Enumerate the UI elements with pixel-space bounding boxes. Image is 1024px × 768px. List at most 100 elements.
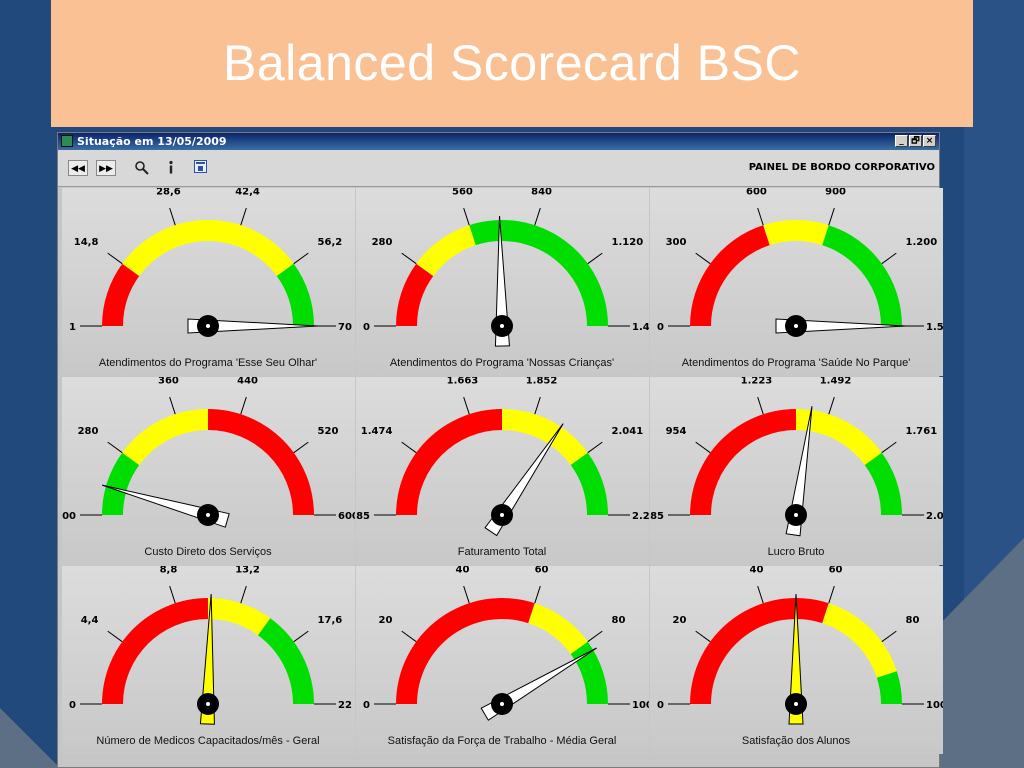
gauge-zone-yellow [122, 220, 294, 277]
gauge-tick-label: 1.474 [361, 426, 393, 437]
gauge-tick-label: 600 [746, 188, 767, 197]
gauge-tick-mark [293, 630, 309, 643]
gauge-tick-label: 40 [749, 566, 763, 575]
gauge-label: Satisfação da Força de Trabalho - Média … [388, 735, 617, 747]
gauge-zone-red [396, 409, 502, 515]
gauge-tick-label: 0 [363, 322, 370, 333]
gauge-tick-mark [240, 396, 247, 415]
gauge-tick-mark [240, 207, 247, 226]
gauge-tick-label: 60 [829, 566, 843, 575]
gauge-tick-label: 80 [612, 615, 626, 626]
gauge-tick-label: 560 [452, 188, 473, 197]
gauge-tick-mark [587, 441, 603, 454]
gauge-tick-mark [881, 441, 897, 454]
gauge-tick-label: 0 [657, 322, 664, 333]
gauge-tick-mark [534, 207, 541, 226]
gauge-panel: 0 20 40 60 80 100 Satisfação da Força de Traba… [356, 566, 649, 754]
gauge-hub-center [206, 324, 210, 328]
gauge-panel: 685 954 1.223 1.492 1.761 2.030 Lucro Bruto [650, 377, 943, 565]
gauge-tick-label: 0 [363, 700, 370, 711]
gauge-hub-center [206, 513, 210, 517]
gauge-tick-label: 28,6 [156, 188, 181, 197]
gauge-tick-mark [881, 630, 897, 643]
gauge-panel: 200 280 360 440 520 600 Custo Direto dos Servi… [62, 377, 355, 565]
gauge-label: Atendimentos do Programa 'Saúde No Parqu… [682, 357, 911, 369]
gauge-zone-green [570, 641, 608, 704]
gauge-tick-mark [401, 252, 417, 265]
gauge-tick-label: 600 [338, 511, 355, 522]
app-icon [61, 135, 73, 147]
gauge-tick-mark [463, 396, 470, 415]
gauge-tick-label: 1.492 [820, 377, 852, 386]
gauge-needle [785, 406, 813, 537]
gauge-tick-label: 280 [372, 237, 393, 248]
toolbar: ◀◀ ▶▶ PAINEL DE BORDO CORPORATIVO [58, 150, 939, 187]
close-button[interactable]: × [923, 135, 936, 147]
gauge-zone-yellow [208, 598, 271, 636]
gauge-zone-green [864, 452, 902, 515]
gauge-tick-mark [463, 585, 470, 604]
gauge-zone-green [469, 220, 608, 326]
minimize-button[interactable]: _ [895, 135, 908, 147]
gauge-zone-yellow [763, 220, 829, 246]
gauge-tick-mark [169, 396, 176, 415]
next-button[interactable]: ▶▶ [96, 160, 116, 176]
gauge-tick-label: 2.030 [926, 511, 943, 522]
gauge-tick-label: 360 [158, 377, 179, 386]
gauge-tick-label: 2.041 [612, 426, 644, 437]
gauge-tick-label: 520 [318, 426, 339, 437]
gauge-label: Lucro Bruto [768, 546, 825, 558]
gauge-tick-label: 0 [69, 700, 76, 711]
gauge-zone-red [396, 263, 434, 326]
gauge-tick-mark [757, 396, 764, 415]
gauge-tick-mark [695, 252, 711, 265]
gauge-needle [199, 594, 215, 725]
gauge-tick-mark [757, 585, 764, 604]
restore-button[interactable]: 🗗 [909, 135, 922, 147]
gauge-label: Atendimentos do Programa 'Esse Seu Olhar… [99, 357, 317, 369]
slide-title-bar: Balanced Scorecard BSC [51, 0, 973, 127]
dashboard-window: Situação em 13/05/2009 _ 🗗 × ◀◀ ▶▶ PAINE… [57, 132, 943, 768]
gauge-tick-mark [401, 441, 417, 454]
gauge-tick-mark [757, 207, 764, 226]
gauge-tick-mark [828, 396, 835, 415]
gauge-tick-label: 100 [926, 700, 943, 711]
gauge-tick-label: 80 [906, 615, 920, 626]
gauge-hub-center [206, 702, 210, 706]
gauge-tick-label: 200 [62, 511, 76, 522]
gauge-zone-red [690, 225, 770, 326]
gauge-zone-yellow [822, 603, 897, 678]
gauge-tick-mark [695, 630, 711, 643]
gauge-tick-label: 1.500 [926, 322, 943, 333]
slide-title: Balanced Scorecard BSC [223, 35, 801, 91]
gauge-tick-mark [293, 252, 309, 265]
gauge-tick-label: 20 [379, 615, 393, 626]
gauge-tick-mark [293, 441, 309, 454]
gauge-tick-mark [828, 585, 835, 604]
gauge-panel: 0 280 560 840 1.120 1.400 Atendimentos do Prog… [356, 188, 649, 376]
gauge-tick-label: 685 [650, 511, 664, 522]
gauge-tick-mark [107, 630, 123, 643]
background-shape-left [0, 708, 60, 768]
gauge-hub-center [500, 702, 504, 706]
gauge-label: Custo Direto dos Serviços [144, 546, 272, 558]
gauge-tick-label: 14,8 [74, 237, 99, 248]
gauge-tick-mark [587, 252, 603, 265]
gauge-panel: 0 300 600 900 1.200 1.500 Atendimentos do Prog… [650, 188, 943, 376]
gauge-hub-center [794, 513, 798, 517]
gauge-tick-label: 1.400 [632, 322, 649, 333]
gauge-tick-label: 1.285 [356, 511, 370, 522]
gauge-tick-label: 440 [237, 377, 258, 386]
gauge-zone-green [822, 225, 902, 326]
window-icon[interactable] [194, 160, 207, 176]
gauge-zone-green [570, 452, 608, 515]
previous-button[interactable]: ◀◀ [68, 160, 88, 176]
gauge-tick-label: 1.663 [447, 377, 479, 386]
gauge-tick-mark [107, 441, 123, 454]
gauge-tick-label: 8,8 [160, 566, 178, 575]
info-icon[interactable] [166, 160, 176, 178]
zoom-search-icon[interactable] [134, 160, 149, 178]
window-titlebar[interactable]: Situação em 13/05/2009 _ 🗗 × [58, 133, 939, 150]
gauge-tick-label: 1.223 [741, 377, 773, 386]
gauge-tick-mark [169, 585, 176, 604]
